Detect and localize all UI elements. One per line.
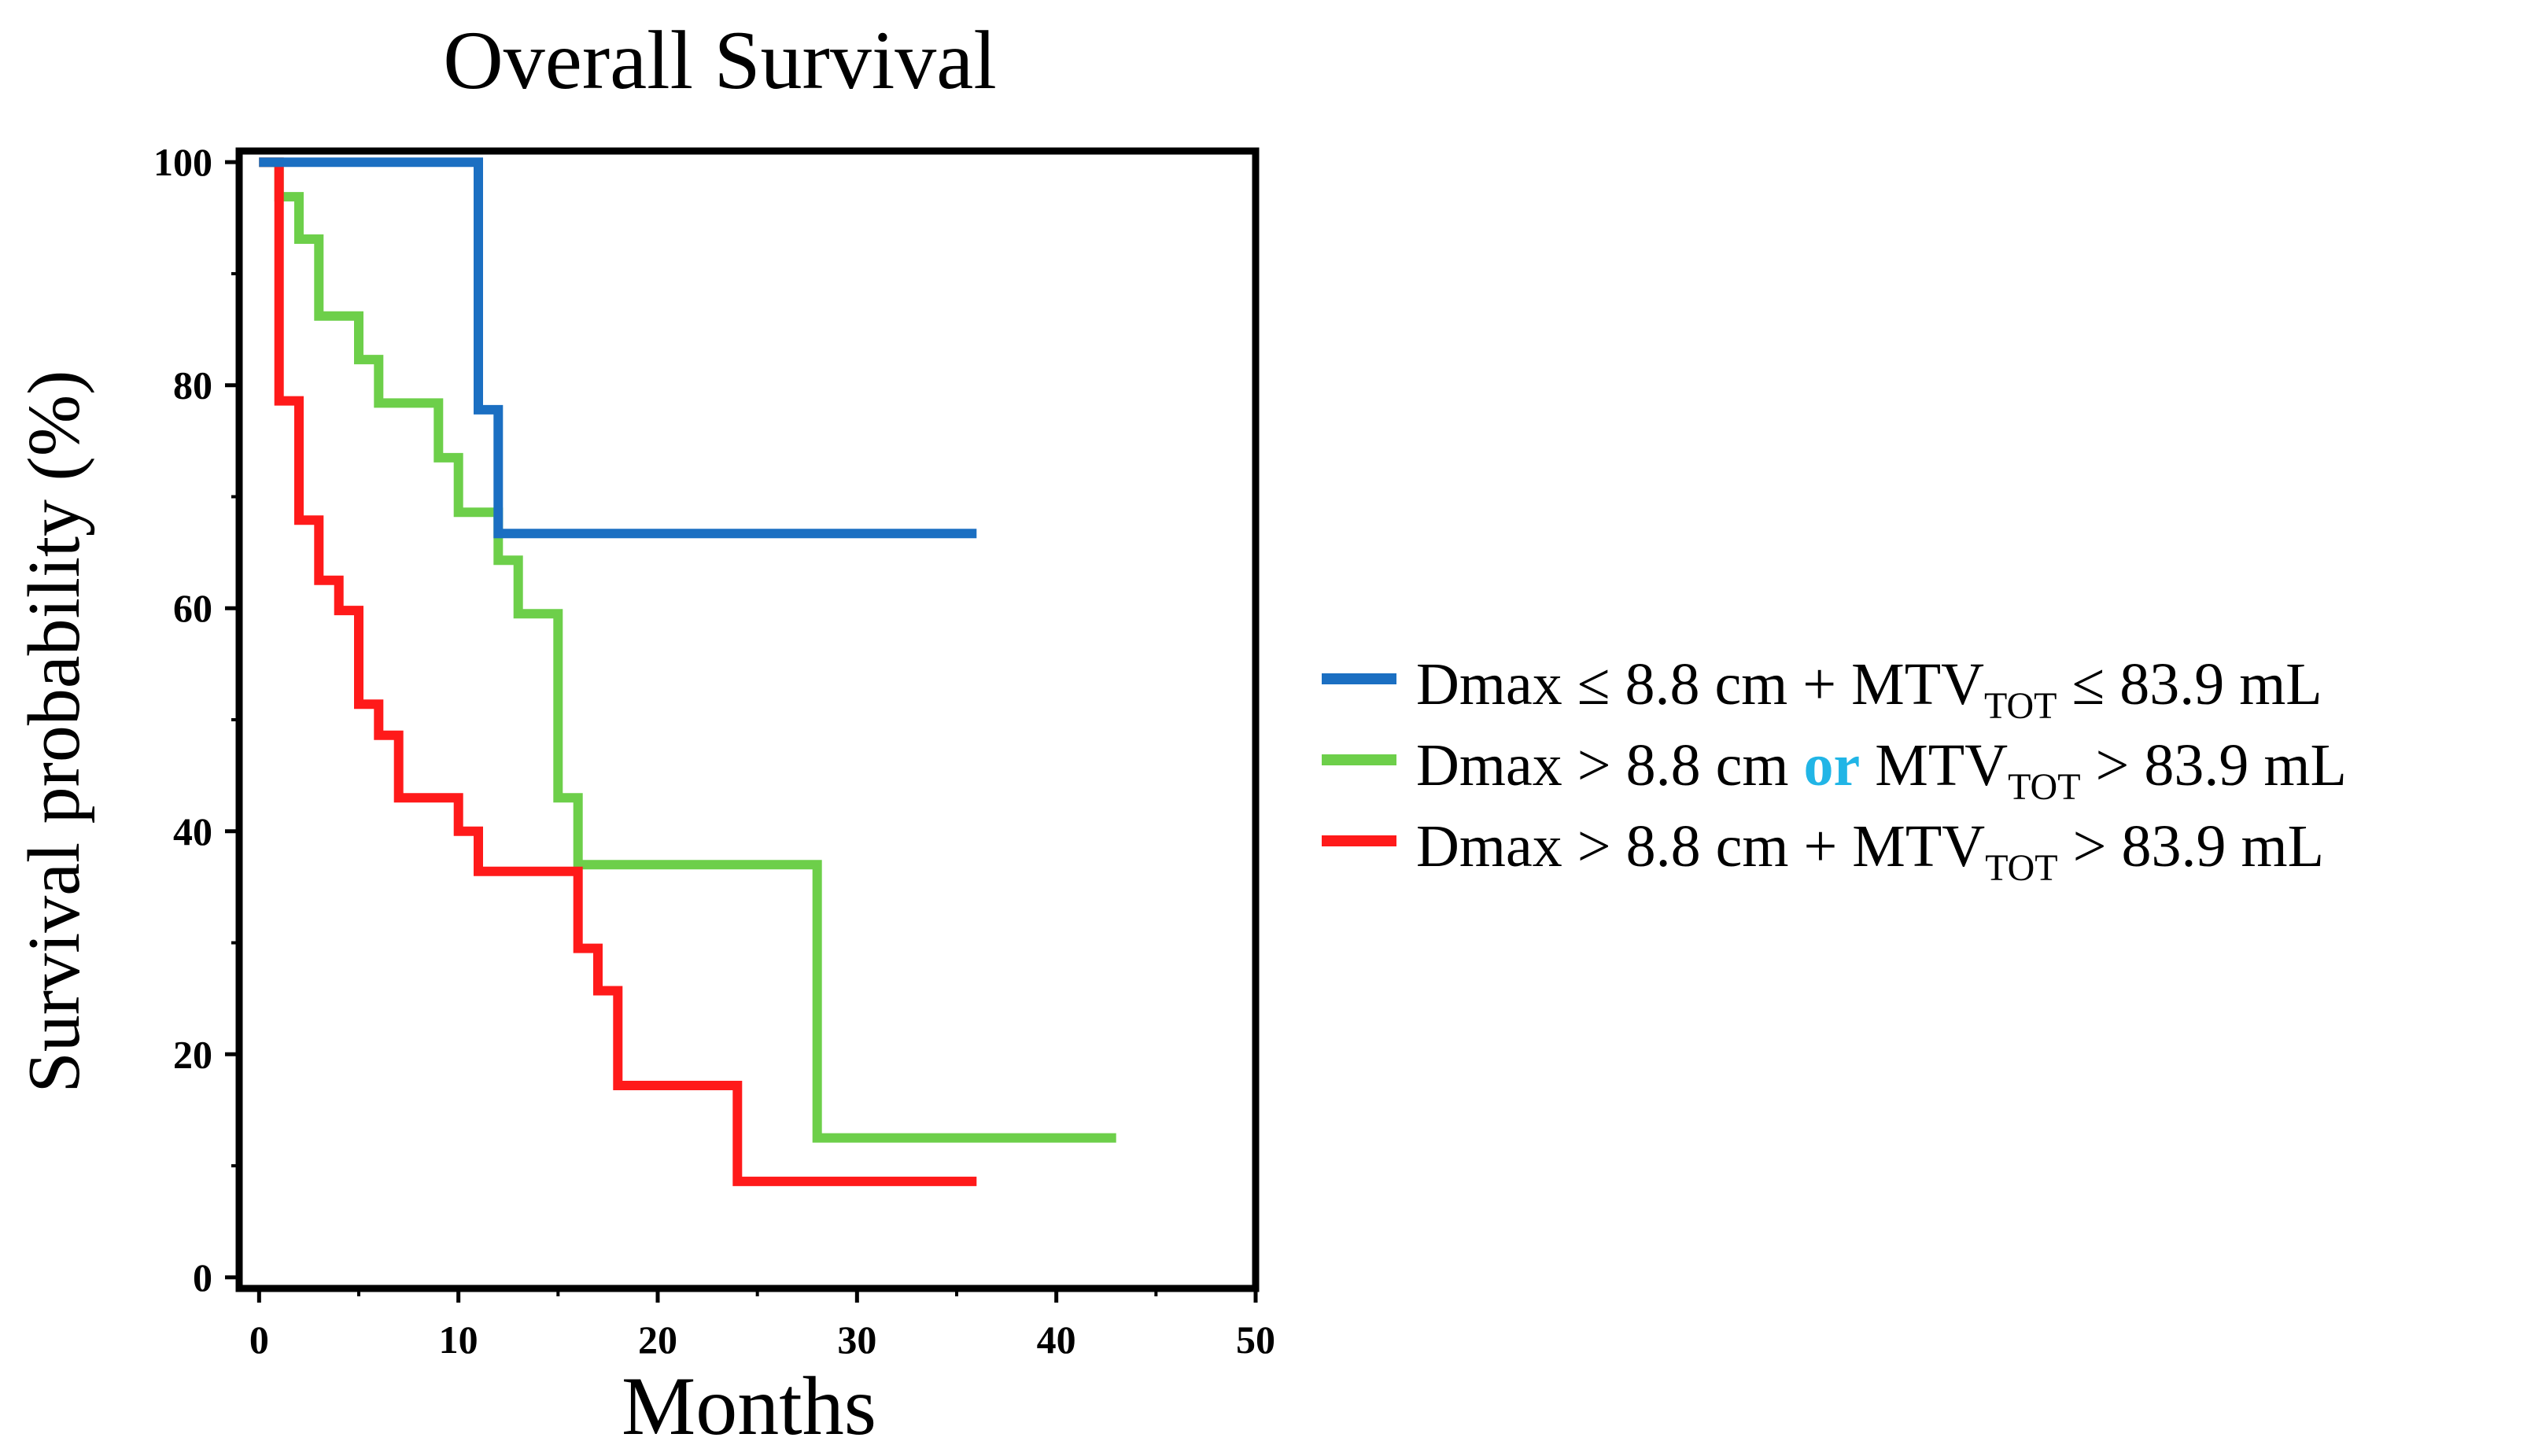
series-line-red — [259, 157, 977, 1186]
series-layer — [259, 157, 1116, 1186]
y-axis-ticks: 0 20 40 60 80 100 — [153, 140, 239, 1299]
legend-entry-3-sub: TOT — [1985, 847, 2057, 889]
y-tick-label-0: 0 — [193, 1255, 212, 1299]
legend-entry-2-prefix: Dmax > 8.8 cm — [1416, 732, 1803, 798]
legend-entry-2-suffix: > 83.9 mL — [2081, 732, 2347, 798]
y-axis-label: Survival probability (%) — [13, 370, 95, 1093]
legend-entry-1-sub: TOT — [1984, 685, 2057, 727]
legend-entry-2: Dmax > 8.8 cm or MTVTOT > 83.9 mL — [1416, 732, 2347, 808]
legend-entry-1: Dmax ≤ 8.8 cm + MTVTOT ≤ 83.9 mL — [1416, 651, 2322, 727]
chart-title: Overall Survival — [443, 14, 997, 106]
x-tick-label-40: 40 — [1037, 1318, 1076, 1362]
x-tick-label-10: 10 — [439, 1318, 478, 1362]
legend-entry-2-middle: MTV — [1860, 732, 2008, 798]
x-tick-label-0: 0 — [249, 1318, 269, 1362]
legend-entry-1-prefix: Dmax ≤ 8.8 cm + MTV — [1416, 651, 1984, 717]
series-line-blue — [259, 157, 977, 539]
x-tick-label-20: 20 — [638, 1318, 677, 1362]
legend-entry-1-suffix: ≤ 83.9 mL — [2057, 651, 2322, 717]
y-tick-label-20: 20 — [173, 1032, 212, 1076]
legend-entry-2-sub: TOT — [2008, 766, 2080, 808]
legend-entry-3-suffix: > 83.9 mL — [2058, 813, 2324, 879]
x-tick-label-30: 30 — [837, 1318, 876, 1362]
y-tick-label-100: 100 — [153, 140, 212, 184]
legend: Dmax ≤ 8.8 cm + MTVTOT ≤ 83.9 mL Dmax > … — [1322, 651, 2347, 889]
y-tick-label-80: 80 — [173, 363, 212, 407]
x-tick-label-50: 50 — [1236, 1318, 1275, 1362]
plot-frame — [235, 147, 1260, 1292]
legend-entry-3: Dmax > 8.8 cm + MTVTOT > 83.9 mL — [1416, 813, 2324, 889]
x-axis-label: Months — [622, 1360, 876, 1452]
x-axis-ticks: 0 10 20 30 40 50 — [249, 1288, 1275, 1362]
series-line-green — [259, 157, 1116, 1143]
legend-entry-2-or: or — [1803, 732, 1860, 798]
legend-entry-3-prefix: Dmax > 8.8 cm + MTV — [1416, 813, 1985, 879]
y-tick-label-60: 60 — [173, 586, 212, 630]
y-tick-label-40: 40 — [173, 809, 212, 853]
